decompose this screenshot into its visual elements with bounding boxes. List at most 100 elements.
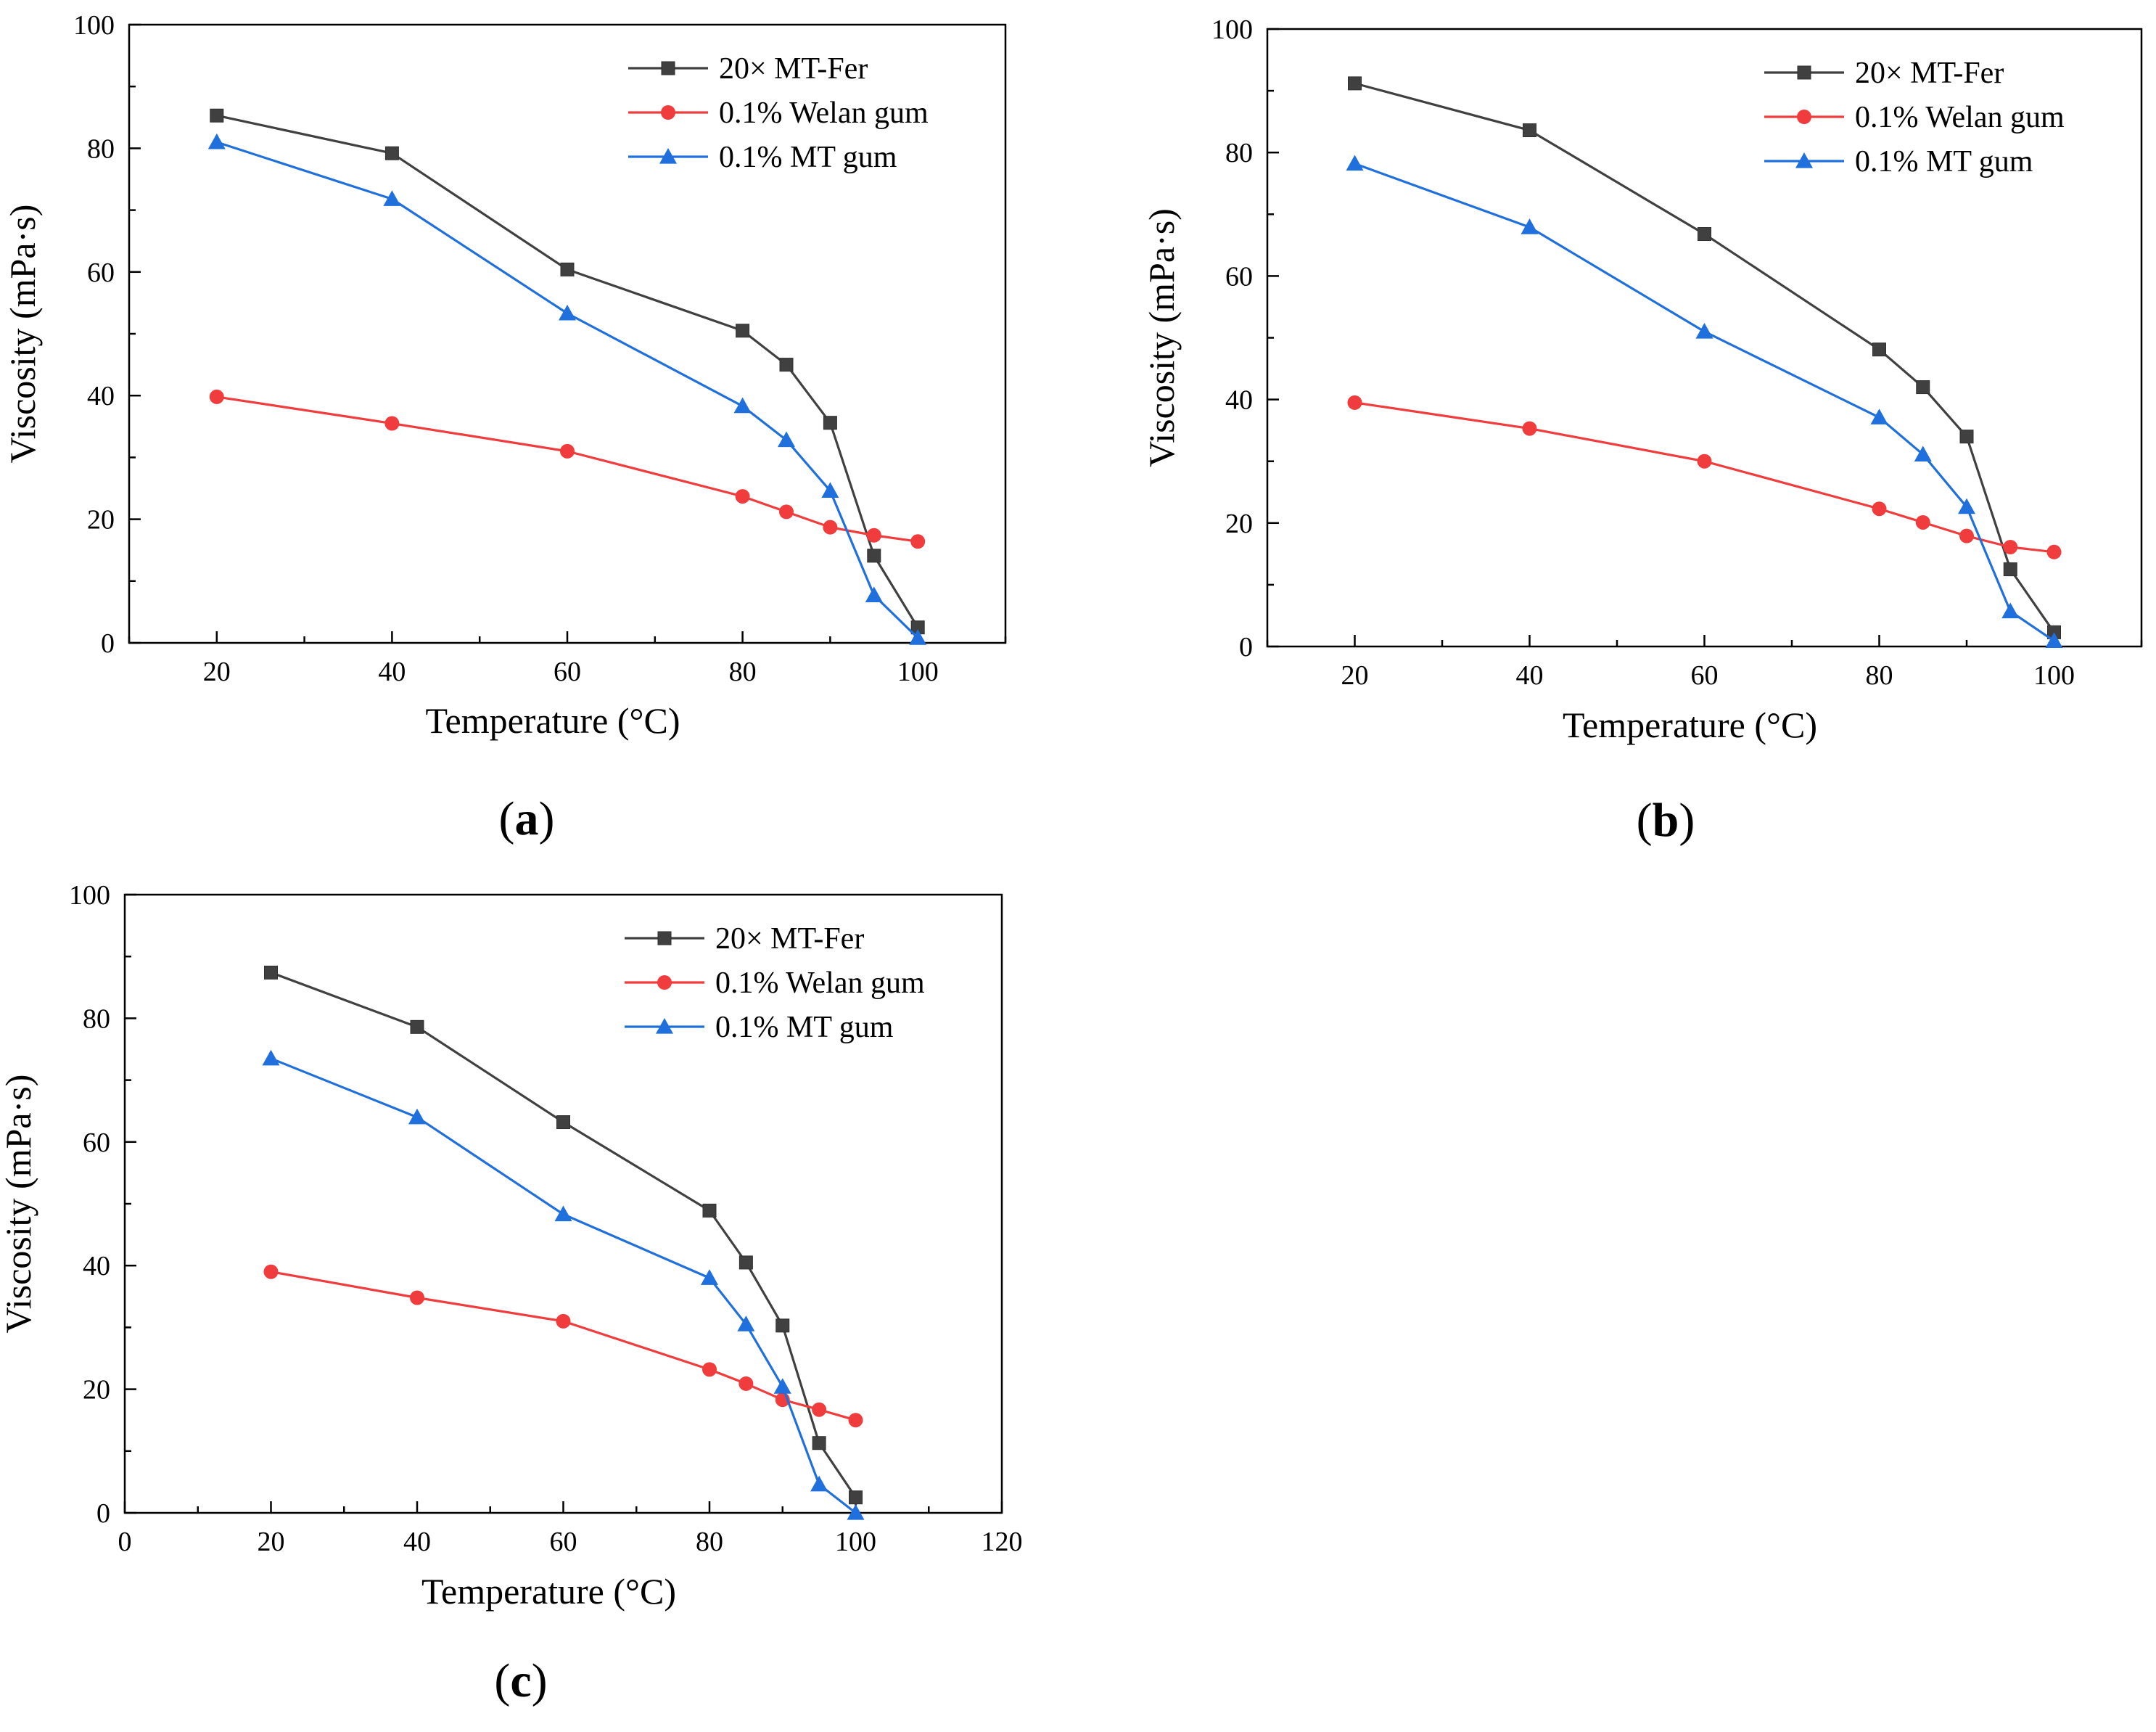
data-point [383,190,401,206]
y-tick-label: 80 [83,1004,110,1034]
x-tick-label: 40 [403,1527,431,1557]
data-point [865,586,883,602]
y-tick-label: 100 [73,10,115,41]
chart-panel-b: 20 40 60 80 100 0 20 40 60 80 100 Temperature (°C) V… [1141,15,2143,847]
data-point [702,1362,717,1377]
legend-marker [1797,65,1811,80]
x-tick-label: 40 [1516,660,1544,691]
data-point [775,1318,790,1333]
x-tick-label: 60 [1691,660,1719,691]
panel-label-close: ) [539,792,555,845]
y-axis-title: Viscosity (mPa·s) [0,1075,38,1334]
data-point [738,1376,754,1391]
panel-label-open: ( [494,1654,510,1707]
y-axis-title: Viscosity (mPa·s) [1141,208,1182,467]
series-line-2 [271,1271,856,1421]
data-point [1959,528,1974,543]
data-point [2001,602,2020,619]
legend-label: 0.1% Welan gum [1855,101,2065,134]
data-point [737,1316,755,1331]
series-line-3 [270,1057,857,1514]
data-point [847,1504,865,1520]
data-point [779,504,794,520]
data-point [736,324,750,338]
data-point [1914,446,1932,461]
data-point [849,1490,863,1505]
data-point [554,1205,572,1222]
x-tick-label: 20 [1341,660,1369,691]
y-tick-label: 0 [96,1498,110,1529]
y-tick-label: 40 [83,1251,110,1281]
data-point [810,1475,828,1492]
data-point [821,482,839,498]
data-point [1958,498,1975,514]
chart-panel-c: 0 20 40 60 80 100 120 0 20 40 60 80 100 Temperature (… [0,880,1023,1707]
data-point [1870,409,1888,424]
y-tick-label: 0 [1239,632,1253,662]
panel-label-letter: b [1653,794,1679,847]
x-tick-label: 60 [550,1527,577,1557]
data-point [2003,539,2018,554]
panel-label-letter: a [515,792,539,845]
data-point [1346,155,1364,171]
series-line-2 [216,395,918,543]
legend-label: 0.1% MT gum [715,1011,894,1044]
panel-label-close: ) [532,1654,548,1707]
legend-marker [1795,152,1813,168]
y-tick-label: 40 [87,381,115,411]
series-line-2 [1354,401,2054,554]
legend-label: 0.1% MT gum [719,141,897,174]
panel-label-close: ) [1679,794,1695,847]
data-point [823,416,837,430]
y-tick-label: 60 [1225,261,1253,292]
x-axis-title: Temperature (°C) [1563,705,1817,745]
legend-label: 20× MT-Fer [1855,57,2004,90]
data-point [207,133,226,149]
data-point [408,1108,426,1125]
y-tick-label: 40 [1225,385,1253,416]
data-point [410,1019,424,1034]
x-tick-label: 20 [203,657,231,687]
data-point [210,108,224,123]
legend-label: 0.1% Welan gum [715,966,925,1000]
x-tick-label: 100 [897,657,939,687]
x-tick-label: 20 [258,1527,285,1557]
data-point [812,1402,827,1417]
data-point [778,431,795,448]
y-tick-label: 100 [1211,15,1253,45]
legend-label: 20× MT-Fer [715,922,864,956]
data-point [1872,342,1886,357]
y-tick-label: 80 [1225,138,1253,168]
legend-label: 0.1% MT gum [1855,145,2033,178]
data-point [264,965,278,980]
data-point [909,629,927,645]
data-point [2045,632,2063,648]
data-point [823,520,838,535]
legend-marker [657,931,672,945]
y-tick-label: 60 [83,1128,110,1158]
x-tick-label: 80 [696,1527,723,1557]
data-point [410,1290,424,1305]
data-point [812,1436,826,1450]
data-point [701,1269,718,1285]
data-point [263,1264,279,1279]
panel-label-open: ( [1637,794,1653,847]
data-point [702,1203,717,1218]
data-point [560,443,575,459]
data-point [560,262,575,276]
panel-label: (a) [499,792,555,845]
data-point [2046,544,2062,559]
legend-marker [657,975,672,990]
data-point [735,489,750,504]
panel-label: (b) [1637,794,1695,847]
series-line-3 [1354,163,2055,642]
data-point [848,1413,863,1428]
data-point [1698,227,1711,242]
x-tick-label: 60 [554,657,581,687]
data-point [1959,430,1974,444]
data-point [738,1255,753,1270]
legend-marker [661,105,675,120]
legend-marker [659,148,677,164]
data-point [1916,380,1930,395]
